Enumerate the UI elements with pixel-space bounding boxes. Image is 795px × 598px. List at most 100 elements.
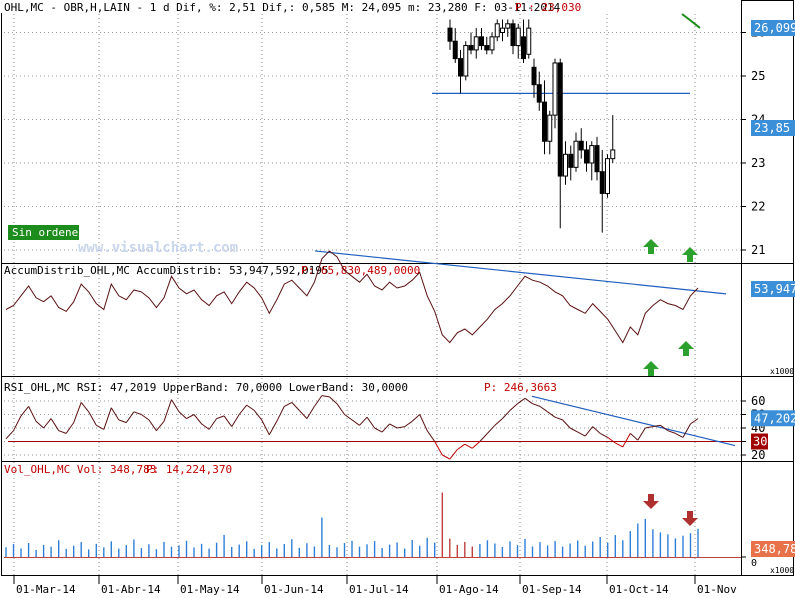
rsi-segment — [442, 454, 451, 460]
volume-header-p: P: 14,224,370 — [146, 463, 232, 476]
rsi-segment — [577, 431, 586, 437]
candle-body — [584, 149, 589, 164]
rsi-segment — [231, 414, 240, 427]
rsi-segment — [344, 414, 353, 421]
axis-tick-label: 20 — [751, 448, 765, 462]
volume-axis: 348,783 0 x1000 — [741, 541, 795, 575]
axis-unit-label: x1000 — [770, 367, 794, 376]
rsi-segment — [43, 418, 52, 429]
rsi-header-p: P: 246,3663 — [484, 381, 557, 394]
rsi-segment — [592, 426, 601, 434]
rsi-segment — [607, 436, 616, 444]
candle-body — [531, 66, 537, 86]
rsi-segment — [201, 423, 210, 430]
rsi-segment — [562, 419, 571, 429]
rsi-segment — [5, 430, 14, 440]
rsi-segment — [171, 399, 180, 413]
date-tick-label: 01-Jun-14 — [264, 583, 324, 596]
price-panel: OHL,MC - OBR,H,LAIN - 1 d Dif, %: 2,51 D… — [0, 0, 795, 262]
candle-body — [568, 153, 574, 168]
rsi-segment — [20, 406, 29, 417]
date-tick-label: 01-Oct-14 — [609, 583, 669, 596]
rsi-segment — [464, 443, 473, 449]
rsi-segment — [253, 410, 263, 421]
axis-tick-label: 23 — [751, 156, 765, 170]
rsi-segment — [637, 427, 646, 441]
rsi-segment — [517, 397, 526, 405]
candle-body — [542, 101, 547, 142]
candle-body — [578, 140, 584, 151]
rsi-header: RSI_OHL,MC RSI: 47,2019 UpperBand: 70,00… — [4, 381, 408, 394]
rsi-segment — [156, 420, 165, 432]
rsi-segment — [80, 402, 90, 413]
rsi-segment — [652, 424, 661, 428]
candle-body — [594, 145, 600, 173]
candle-body — [489, 36, 495, 51]
candle-body — [557, 62, 563, 177]
rsi-segment — [660, 424, 669, 432]
axis-tick-label: 25 — [751, 69, 765, 83]
date-tick-label: 01-Nov — [697, 583, 737, 596]
rsi-segment — [58, 430, 67, 434]
accumdistrib-header: AccumDistrib_OHL,MC AccumDistrib: 53,947… — [4, 264, 329, 277]
rsi-segment — [96, 424, 105, 430]
candle-body — [589, 145, 595, 164]
candles — [447, 19, 616, 233]
rsi-segment — [622, 433, 631, 448]
last-value-badge — [751, 20, 795, 36]
candle-body — [463, 45, 469, 77]
volume-header: Vol_OHL,MC Vol: 348,783 — [4, 463, 156, 476]
candle-body — [458, 58, 463, 77]
rsi-segment — [494, 418, 503, 426]
price-header: OHL,MC - OBR,H,LAIN - 1 d Dif, %: 2,51 D… — [4, 1, 561, 14]
candle-body — [510, 23, 516, 47]
candle-body — [494, 23, 500, 38]
rsi-segment — [479, 433, 488, 442]
rsi-segment — [554, 416, 563, 421]
accumdistrib-series — [5, 250, 699, 344]
rsi-segment — [471, 441, 481, 449]
rsi-segment — [13, 415, 22, 431]
vertical-grid — [13, 14, 696, 575]
rsi-segment — [238, 404, 248, 415]
rsi-segment — [88, 411, 97, 426]
price-header-p: P : 23,030 — [515, 1, 581, 14]
up-arrow-icon — [678, 341, 694, 356]
last-value-badge-text: 53,947 — [754, 282, 795, 296]
candle-body — [515, 27, 521, 47]
last-value-badge-text: 47,202 — [754, 411, 795, 425]
candle-body — [536, 84, 542, 103]
last-value-badge — [751, 541, 795, 557]
watermark: www.visualchart.com — [78, 240, 238, 256]
rsi-segment — [65, 422, 75, 434]
rsi-segment — [268, 421, 278, 436]
rsi-trendline — [531, 395, 736, 447]
rsi-segment — [411, 414, 421, 422]
rsi-segment — [509, 403, 518, 411]
candle-body — [479, 36, 484, 47]
date-tick-label: 01-May-14 — [180, 583, 240, 596]
axis-unit-label: x1000 — [770, 566, 794, 575]
candle-body — [526, 27, 532, 55]
rsi-segment — [306, 406, 315, 419]
band-value-badge-text: 30 — [753, 435, 767, 449]
last-value-badge — [751, 281, 795, 298]
ma-line-fragment — [681, 13, 701, 29]
axis-tick-label: 21 — [751, 243, 765, 257]
rsi-segment — [389, 423, 398, 429]
rsi-segment — [599, 432, 608, 438]
rsi-segment — [351, 419, 360, 426]
rsi-segment — [186, 414, 195, 420]
rsi-segment — [419, 414, 428, 431]
rsi-segment — [502, 410, 511, 419]
candle-body — [573, 140, 579, 168]
rsi-segment — [110, 407, 120, 421]
date-tick-label: 01-Jul-14 — [349, 583, 409, 596]
rsi-segment — [584, 426, 594, 437]
candle-body — [563, 153, 568, 177]
rsi-trend-segment — [531, 395, 736, 447]
rsi-segment — [313, 395, 323, 407]
accumdistrib-header-p: P: 65,830,489,0000 — [301, 264, 420, 277]
rsi-segment — [118, 419, 127, 424]
